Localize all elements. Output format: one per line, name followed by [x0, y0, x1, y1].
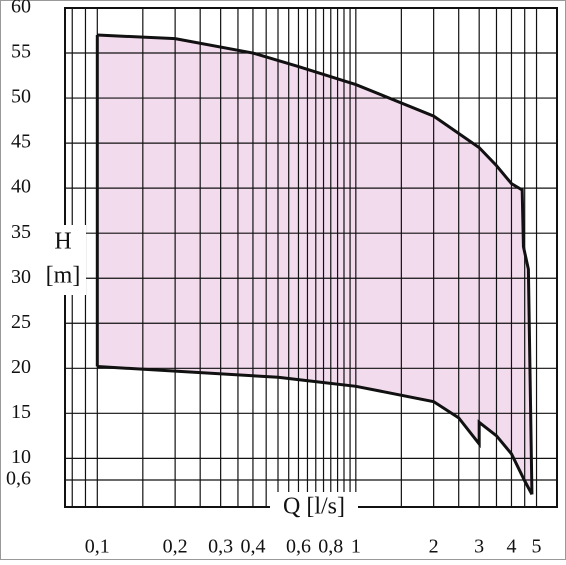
y-tick-label: 10 [11, 446, 31, 468]
y-tick-label: 20 [11, 356, 31, 378]
y-tick-label: 0,6 [6, 468, 31, 490]
range-area [97, 35, 532, 495]
boundary-line [97, 33, 534, 495]
y-tick-label: 55 [11, 41, 31, 63]
x-tick-label: 3 [474, 536, 484, 558]
x-tick-label: 0,1 [85, 536, 110, 558]
x-tick-label: 5 [532, 536, 542, 558]
y-tick-label: 30 [11, 266, 31, 288]
x-axis-label: Q [l/s] [283, 494, 345, 520]
x-tick-label: 0,6 [286, 536, 311, 558]
x-tick-label: 0,3 [208, 536, 233, 558]
y-tick-label: 45 [11, 131, 31, 153]
y-tick-label: 50 [11, 86, 31, 108]
y-tick-label: 15 [11, 401, 31, 423]
x-tick-label: 0,2 [163, 536, 188, 558]
y-tick-label: 25 [11, 311, 31, 333]
y-tick-label: 60 [11, 0, 31, 18]
x-tick-label: 2 [429, 536, 439, 558]
x-tick-label: 0,8 [318, 536, 343, 558]
y-axis-label: H [54, 229, 71, 255]
boundary-line [97, 364, 534, 496]
x-tick-label: 1 [351, 536, 361, 558]
x-tick-label: 0,4 [240, 536, 265, 558]
y-tick-label: 35 [11, 221, 31, 243]
label-backing [38, 225, 86, 295]
y-axis-unit: [m] [46, 263, 81, 289]
label-backing [270, 492, 358, 522]
y-tick-label: 40 [11, 176, 31, 198]
x-tick-label: 4 [506, 536, 516, 558]
